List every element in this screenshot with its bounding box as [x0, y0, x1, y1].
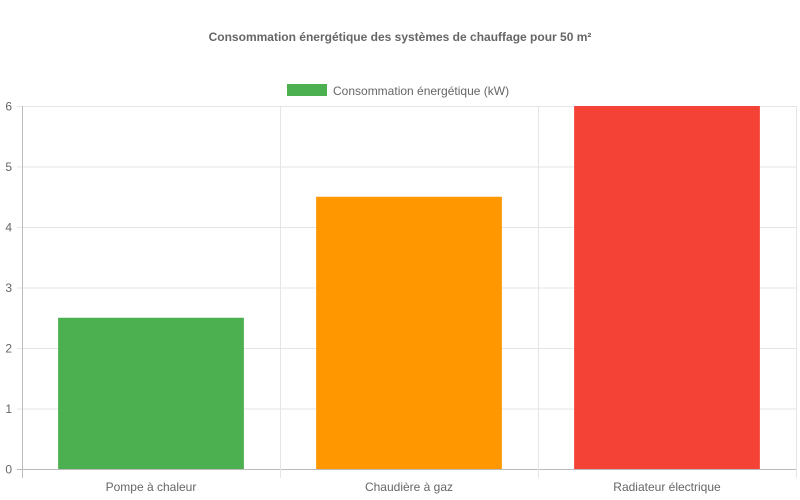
- chart-title: Consommation énergétique des systèmes de…: [209, 30, 592, 44]
- y-tick-label: 3: [5, 281, 12, 295]
- x-tick-label: Radiateur électrique: [613, 480, 721, 494]
- y-tick-label: 2: [5, 342, 12, 356]
- y-tick-label: 1: [5, 402, 12, 416]
- legend-label: Consommation énergétique (kW): [333, 84, 509, 98]
- y-tick-label: 6: [5, 100, 12, 114]
- legend-swatch: [287, 84, 327, 96]
- legend[interactable]: Consommation énergétique (kW): [287, 84, 509, 98]
- bars: [58, 106, 760, 469]
- x-tick-label: Chaudière à gaz: [365, 480, 453, 494]
- bar: [574, 106, 760, 469]
- y-tick-label: 0: [5, 463, 12, 477]
- x-tick-label: Pompe à chaleur: [106, 480, 197, 494]
- y-tick-label: 4: [5, 221, 12, 235]
- bar: [316, 196, 502, 469]
- y-tick-label: 5: [5, 160, 12, 174]
- axes: 0 1 2 3 4 5 6 Pompe à chaleur Chaudière à gaz Rad…: [5, 100, 721, 495]
- bar: [58, 317, 244, 469]
